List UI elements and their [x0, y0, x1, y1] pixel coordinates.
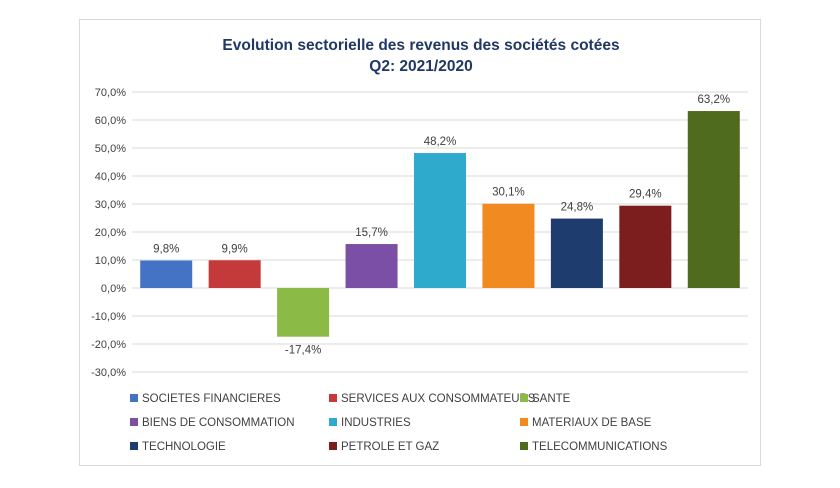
- legend-swatch: [520, 394, 528, 402]
- legend-swatch: [329, 442, 337, 450]
- legend-label: BIENS DE CONSOMMATION: [142, 417, 295, 429]
- legend-swatch: [130, 442, 138, 450]
- data-label: -17,4%: [285, 345, 321, 357]
- legend-swatch: [520, 442, 528, 450]
- y-tick-label: 60,0%: [95, 115, 126, 127]
- data-label: 15,7%: [355, 227, 388, 239]
- bar-chart: Evolution sectorielle des revenus des so…: [91, 37, 748, 453]
- data-label: 24,8%: [561, 202, 594, 214]
- y-tick-label: 10,0%: [95, 255, 126, 267]
- data-label: 48,2%: [424, 136, 457, 148]
- data-label: 9,8%: [153, 244, 179, 256]
- legend-label: PETROLE ET GAZ: [341, 441, 439, 453]
- legend-label: SOCIETES FINANCIERES: [142, 393, 281, 405]
- bar: [140, 260, 193, 288]
- y-tick-label: 0,0%: [101, 283, 126, 295]
- legend-swatch: [329, 418, 337, 426]
- chart-frame: Evolution sectorielle des revenus des so…: [79, 19, 761, 466]
- legend-label: TECHNOLOGIE: [142, 441, 226, 453]
- legend-swatch: [520, 418, 528, 426]
- y-tick-label: 50,0%: [95, 143, 126, 155]
- legend: SOCIETES FINANCIERES SERVICES AUX CONSOMM…: [130, 393, 668, 453]
- y-axis-ticks: 70,0% 60,0% 50,0% 40,0% 30,0% 20,0% 10,0% 0,0% -…: [91, 87, 126, 379]
- bar: [345, 244, 398, 288]
- legend-label: SANTE: [532, 393, 571, 405]
- y-tick-label: -30,0%: [91, 367, 126, 379]
- y-tick-label: -20,0%: [91, 339, 126, 351]
- legend-swatch: [130, 418, 138, 426]
- data-label: 29,4%: [629, 189, 662, 201]
- chart-title-line2: Q2: 2021/2020: [369, 58, 472, 75]
- data-labels: 9,8% 9,9% -17,4% 15,7% 48,2% 30,1% 24,8% 29,4% 6…: [153, 94, 730, 357]
- bar: [277, 288, 330, 337]
- bars: [140, 111, 740, 337]
- y-tick-label: 20,0%: [95, 227, 126, 239]
- bar: [482, 203, 535, 288]
- data-label: 63,2%: [697, 94, 730, 106]
- chart-title-line1: Evolution sectorielle des revenus des so…: [222, 37, 619, 54]
- legend-swatch: [329, 394, 337, 402]
- y-tick-label: 30,0%: [95, 199, 126, 211]
- legend-label: SERVICES AUX CONSOMMATEURS: [341, 393, 536, 405]
- legend-label: MATERIAUX DE BASE: [532, 417, 652, 429]
- bar: [413, 153, 467, 288]
- bar: [208, 260, 261, 288]
- y-tick-label: 70,0%: [95, 87, 126, 99]
- y-tick-label: 40,0%: [95, 171, 126, 183]
- data-label: 30,1%: [492, 187, 525, 199]
- legend-label: TELECOMMUNICATIONS: [532, 441, 668, 453]
- bar: [687, 111, 740, 288]
- data-label: 9,9%: [222, 243, 248, 255]
- y-tick-label: -10,0%: [91, 311, 126, 323]
- bar: [619, 205, 672, 288]
- legend-swatch: [130, 394, 138, 402]
- bar: [550, 218, 603, 288]
- legend-label: INDUSTRIES: [341, 417, 411, 429]
